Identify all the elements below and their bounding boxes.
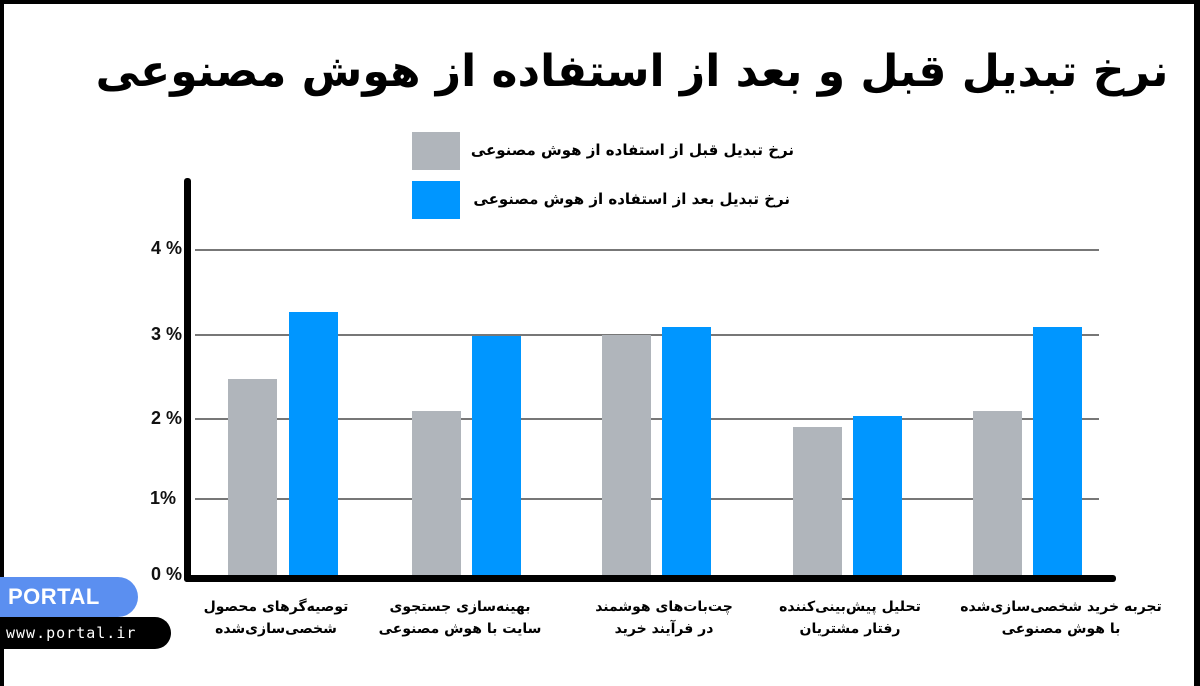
legend-label-after: نرخ تبدیل بعد از استفاده از هوش مصنوعی [473, 190, 790, 208]
chart-title: نرخ تبدیل قبل و بعد از استفاده از هوش مص… [95, 46, 1169, 97]
category-label-line: توصیه‌گرهای محصول [203, 599, 349, 615]
bar-after [472, 336, 521, 578]
y-tick-4: 4 % [150, 238, 182, 258]
bar-before [973, 411, 1022, 578]
legend-swatch-before [412, 132, 460, 170]
category-label-5: تجربه خرید شخصی‌سازی‌شده با هوش مصنوعی [946, 596, 1176, 640]
y-tick-3: 3 % [150, 324, 182, 344]
category-label-1: توصیه‌گرهای محصول شخصی‌سازی‌شده [176, 596, 376, 640]
portal-url-badge: www.portal.ir [0, 617, 171, 649]
legend-label-before: نرخ تبدیل قبل از استفاده از هوش مصنوعی [470, 141, 794, 159]
category-label-line: بهینه‌سازی جستجوی [389, 599, 531, 615]
portal-brand-badge: PORTAL [0, 577, 138, 617]
category-label-line: در فرآیند خرید [614, 621, 714, 637]
bar-after [662, 327, 711, 578]
y-axis [184, 178, 191, 582]
x-axis [184, 575, 1116, 582]
bar-before [228, 379, 277, 578]
bar-before [793, 427, 842, 578]
bar-after [1033, 327, 1082, 578]
y-tick-0: 0 % [150, 564, 182, 584]
category-label-line: رفتار مشتریان [799, 621, 901, 637]
category-label-line: تحلیل پیش‌بینی‌کننده [779, 599, 921, 615]
category-label-3: چت‌بات‌های هوشمند در فرآیند خرید [564, 596, 764, 640]
category-label-line: چت‌بات‌های هوشمند [595, 599, 733, 615]
bar-before [602, 335, 651, 578]
category-label-line: سایت با هوش مصنوعی [378, 621, 542, 637]
y-tick-2: 2 % [150, 408, 182, 428]
bar-after [289, 312, 338, 578]
bar-before [412, 411, 461, 578]
gridline-4 [195, 249, 1099, 251]
category-label-4: تحلیل پیش‌بینی‌کننده رفتار مشتریان [750, 596, 950, 640]
y-tick-1: 1% [149, 488, 176, 508]
category-label-line: با هوش مصنوعی [1001, 621, 1121, 637]
bar-after [853, 416, 902, 578]
category-label-line: تجربه خرید شخصی‌سازی‌شده [960, 599, 1162, 615]
category-label-line: شخصی‌سازی‌شده [215, 621, 337, 637]
legend-swatch-after [412, 181, 460, 219]
chart-canvas: نرخ تبدیل قبل و بعد از استفاده از هوش مص… [4, 4, 1194, 686]
category-label-2: بهینه‌سازی جستجوی سایت با هوش مصنوعی [360, 596, 560, 640]
